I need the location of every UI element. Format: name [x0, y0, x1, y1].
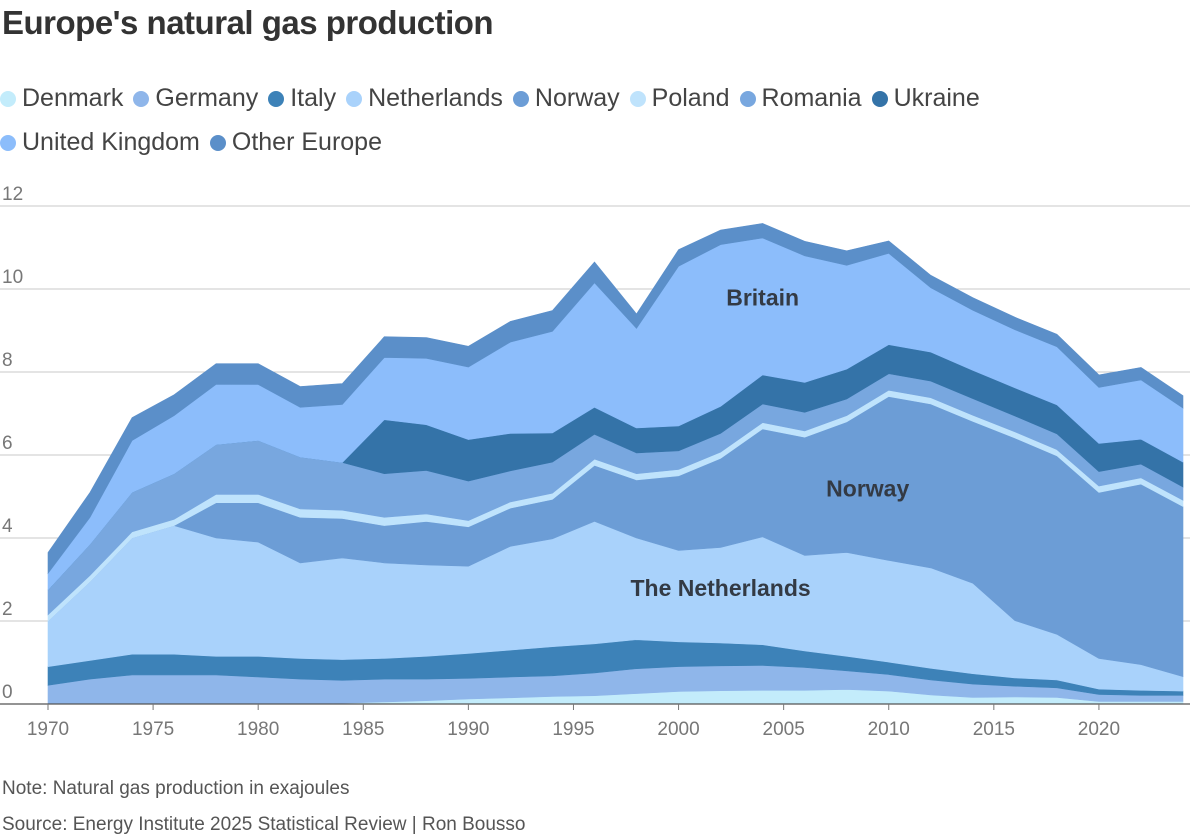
legend-label: Italy — [290, 84, 337, 112]
legend-label: Ukraine — [893, 84, 980, 112]
x-tick-label: 2015 — [973, 719, 1015, 740]
legend-swatch — [346, 91, 363, 107]
area-annotation: Britain — [726, 285, 799, 311]
legend-swatch — [268, 91, 285, 107]
x-tick-label: 1990 — [447, 719, 489, 740]
legend-swatch — [739, 91, 756, 107]
y-tick-label: 12 — [2, 184, 23, 205]
legend-item: Germany — [133, 76, 258, 120]
chart-legend: Denmark Germany Italy Netherlands Norway Pola… — [0, 76, 1160, 164]
legend-item: Romania — [739, 76, 862, 120]
legend-swatch — [209, 135, 226, 151]
y-tick-label: 0 — [2, 682, 13, 703]
x-tick-label: 2010 — [868, 719, 910, 740]
legend-item: Denmark — [0, 76, 123, 120]
legend-item: Norway — [512, 76, 620, 120]
legend-label: Romania — [761, 84, 862, 112]
chart-source: Source: Energy Institute 2025 Statistica… — [2, 814, 526, 835]
chart-title: Europe's natural gas production — [2, 4, 494, 41]
x-axis-ticks: 1970 1975 1980 1985 1990 1995 2000 2005 2010 2015… — [27, 704, 1120, 740]
legend-item: Other Europe — [209, 120, 382, 164]
y-tick-label: 6 — [2, 433, 13, 454]
legend-item: Netherlands — [346, 76, 503, 120]
legend-label: Poland — [651, 84, 730, 112]
legend-swatch — [0, 91, 16, 107]
x-tick-label: 2005 — [763, 719, 805, 740]
stacked-area-chart: 0 2 4 6 8 10 12 1970 1975 1980 1985 1990 1995 2000 20… — [0, 184, 1190, 740]
legend-swatch — [133, 91, 150, 107]
area-annotations: Britain Norway The Netherlands — [630, 285, 909, 601]
legend-swatch — [0, 135, 16, 151]
legend-item: Poland — [629, 76, 730, 120]
y-axis-ticks: 0 2 4 6 8 10 12 — [2, 184, 23, 703]
legend-label: Netherlands — [368, 84, 503, 112]
legend-label: Norway — [534, 84, 620, 112]
legend-swatch — [629, 91, 646, 107]
x-tick-label: 2020 — [1078, 719, 1120, 740]
y-tick-label: 10 — [2, 267, 23, 288]
legend-label: Denmark — [22, 84, 124, 112]
chart-note: Note: Natural gas production in exajoule… — [2, 778, 350, 799]
legend-item: Ukraine — [871, 76, 980, 120]
area-annotation: The Netherlands — [630, 575, 810, 601]
x-tick-label: 1985 — [342, 719, 384, 740]
x-tick-label: 1975 — [132, 719, 174, 740]
legend-swatch — [871, 91, 888, 107]
area-other-europe — [47, 223, 1184, 575]
y-tick-label: 8 — [2, 350, 13, 371]
legend-item: United Kingdom — [0, 120, 200, 164]
area-annotation: Norway — [826, 476, 909, 502]
x-tick-label: 1970 — [27, 719, 69, 740]
legend-label: Germany — [155, 84, 259, 112]
legend-label: United Kingdom — [22, 128, 200, 156]
legend-item: Italy — [268, 76, 336, 120]
x-tick-label: 2000 — [657, 719, 699, 740]
area-series — [47, 223, 1184, 705]
y-tick-label: 2 — [2, 599, 13, 620]
legend-swatch — [512, 91, 529, 107]
legend-label: Other Europe — [231, 128, 382, 156]
y-tick-label: 4 — [2, 516, 13, 537]
x-tick-label: 1980 — [237, 719, 279, 740]
x-tick-label: 1995 — [552, 719, 594, 740]
